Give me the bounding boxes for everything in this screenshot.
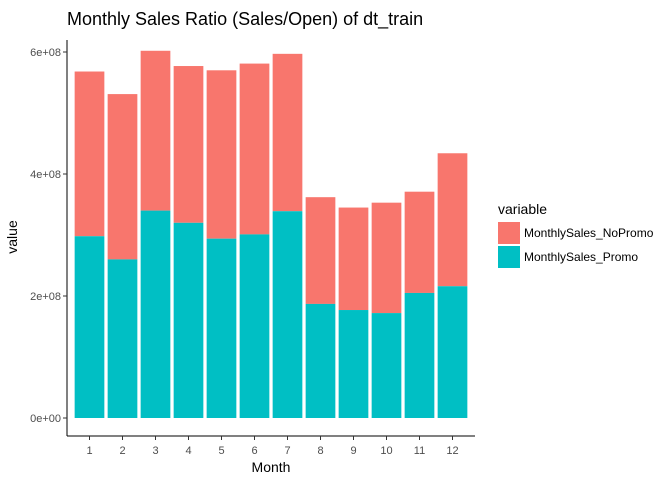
bar-promo-month-5: [206, 238, 237, 418]
x-tick-label-5: 5: [218, 445, 224, 457]
bar-nopromo-month-2: [107, 94, 138, 260]
bar-nopromo-month-3: [140, 50, 171, 211]
bar-nopromo-month-6: [239, 63, 270, 235]
bar-nopromo-month-5: [206, 70, 237, 239]
x-tick-label-12: 12: [446, 445, 458, 457]
bar-promo-month-7: [272, 211, 303, 418]
bar-nopromo-month-1: [74, 71, 105, 237]
y-tick-label-0: 0e+00: [30, 413, 61, 425]
x-tick-label-3: 3: [152, 445, 158, 457]
y-tick-label-2: 4e+08: [30, 169, 61, 181]
bar-nopromo-month-12: [437, 153, 468, 287]
y-tick-label-3: 6e+08: [30, 47, 61, 59]
legend-key-MonthlySales_NoPromo: [498, 222, 520, 244]
x-tick-label-10: 10: [380, 445, 392, 457]
x-tick-label-1: 1: [86, 445, 92, 457]
x-axis: 1 2 3 4 5 6 7 8 9 10 11 12: [67, 435, 475, 457]
x-tick-label-2: 2: [119, 445, 125, 457]
x-tick-label-9: 9: [350, 445, 356, 457]
bar-promo-month-2: [107, 259, 138, 418]
y-axis-title: value: [4, 220, 20, 254]
bar-promo-month-9: [338, 310, 369, 418]
x-tick-label-4: 4: [185, 445, 191, 457]
bar-nopromo-month-7: [272, 53, 303, 212]
bar-nopromo-month-9: [338, 207, 369, 311]
bars-group: [74, 50, 468, 418]
bar-promo-month-8: [305, 303, 336, 418]
y-tick-label-1: 2e+08: [30, 291, 61, 303]
x-tick-label-11: 11: [414, 445, 425, 457]
chart-title: Monthly Sales Ratio (Sales/Open) of dt_t…: [67, 9, 423, 30]
x-tick-label-8: 8: [317, 445, 323, 457]
bar-promo-month-10: [371, 313, 402, 418]
bar-nopromo-month-11: [404, 191, 435, 293]
x-axis-title: Month: [252, 459, 291, 475]
bar-nopromo-month-4: [173, 66, 204, 223]
bar-promo-month-1: [74, 236, 105, 418]
bar-promo-month-12: [437, 286, 468, 418]
bar-promo-month-3: [140, 210, 171, 418]
y-axis: 0e+00 2e+08 4e+08 6e+08: [30, 40, 68, 436]
x-tick-label-6: 6: [251, 445, 257, 457]
legend-title: variable: [498, 201, 547, 217]
legend-label-MonthlySales_NoPromo: MonthlySales_NoPromo: [524, 226, 654, 240]
legend: variable MonthlySales_NoPromo MonthlySale…: [498, 201, 654, 268]
bar-promo-month-11: [404, 292, 435, 418]
x-tick-label-7: 7: [284, 445, 290, 457]
legend-key-MonthlySales_Promo: [498, 246, 520, 268]
bar-nopromo-month-8: [305, 197, 336, 304]
bar-promo-month-6: [239, 234, 270, 418]
legend-label-MonthlySales_Promo: MonthlySales_Promo: [524, 250, 638, 264]
bar-nopromo-month-10: [371, 202, 402, 314]
bar-promo-month-4: [173, 222, 204, 418]
